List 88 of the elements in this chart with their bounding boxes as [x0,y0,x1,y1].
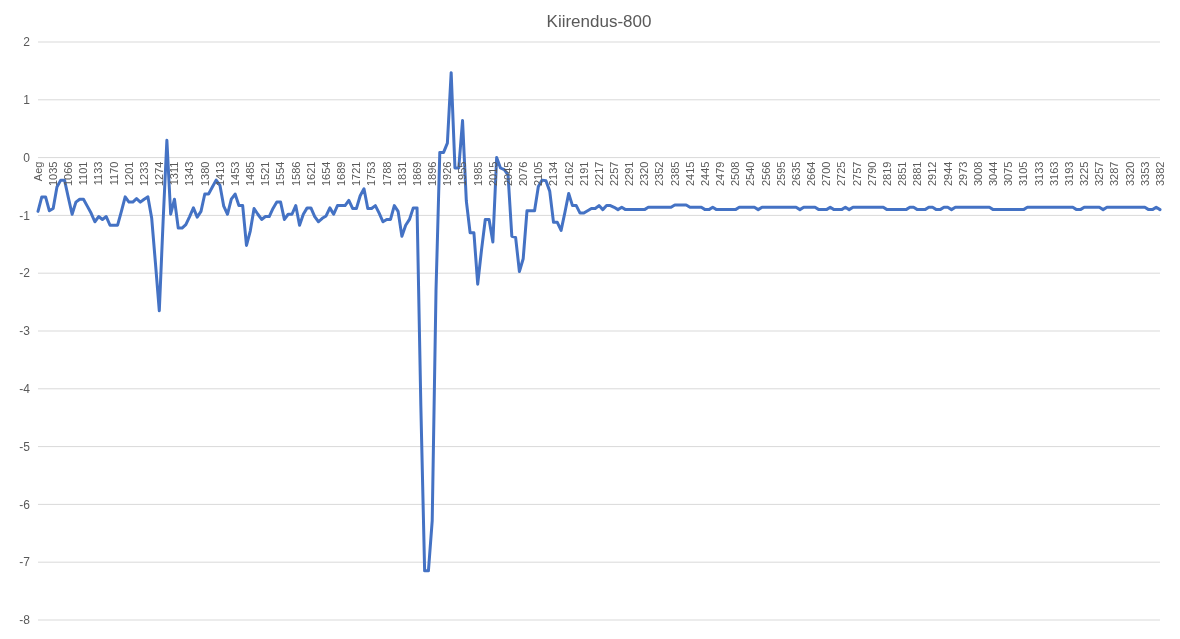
x-tick-label: 3382 [1153,161,1166,187]
x-tick-label: 3225 [1078,161,1091,187]
y-tick-label: 0 [23,150,31,165]
x-tick-label: 2912 [926,161,939,187]
y-tick-label: -1 [19,208,31,223]
x-tick-label: 2944 [941,161,954,187]
x-tick-label: 3075 [1002,161,1015,187]
line-series [36,71,1162,573]
x-tick-label: 2015 [486,161,499,187]
x-tick-label: 1926 [441,161,454,187]
x-tick-label: 2045 [501,161,514,187]
x-tick-label: 2445 [698,161,711,187]
x-tick-label: 1343 [183,161,196,187]
x-tick-label: 1985 [471,161,484,187]
x-tick-label: 1896 [426,161,439,187]
x-tick-label: 2566 [759,161,772,187]
x-tick-label: 2415 [683,161,696,187]
x-tick-label: 2508 [729,161,742,187]
x-tick-label: 2790 [865,161,878,187]
x-tick-label: 1170 [107,161,120,186]
x-tick-label: 2540 [744,161,757,187]
y-tick-label: -7 [19,555,31,570]
y-tick-label: -4 [19,382,31,397]
y-tick-label: -2 [19,266,31,281]
x-tick-label: 2757 [850,161,863,187]
x-tick-label: 1133 [92,161,105,186]
x-tick-label: 2162 [562,161,575,187]
x-tick-label: 2973 [956,161,969,187]
x-tick-label: 1955 [456,161,469,187]
x-tick-label: 2700 [820,161,833,187]
y-tick-label: -6 [19,497,31,512]
x-tick-label: 1621 [304,161,317,187]
x-tick-label: Aeg [31,161,44,182]
x-tick-label: 1788 [380,161,393,187]
x-tick-label: 1413 [213,161,226,187]
x-tick-label: 2635 [789,161,802,187]
y-tick-label: -8 [19,613,31,628]
x-tick-label: 3044 [987,161,1000,187]
x-tick-label: 2595 [774,161,787,187]
x-tick-label: 1066 [62,161,75,187]
x-tick-label: 2725 [835,161,848,187]
x-tick-label: 2191 [577,161,590,187]
x-tick-label: 3353 [1138,161,1151,187]
x-tick-label: 3133 [1032,161,1045,187]
x-tick-label: 2134 [547,161,560,187]
x-tick-label: 1689 [335,161,348,187]
x-tick-label: 1869 [410,161,423,187]
x-tick-label: 2217 [592,161,605,187]
y-tick-label: 1 [23,93,31,108]
x-tick-label: 1201 [122,161,135,187]
x-tick-label: 1233 [137,161,150,187]
x-tick-label: 1101 [77,161,90,186]
x-tick-label: 2076 [517,161,530,187]
x-tick-label: 3320 [1123,161,1136,187]
x-tick-label: 2479 [714,161,727,187]
y-tick-label: 2 [23,35,31,50]
x-tick-label: 1586 [289,161,302,187]
x-tick-label: 3287 [1108,161,1121,187]
x-tick-label: 1654 [319,161,332,187]
x-tick-label: 3008 [971,161,984,187]
x-tick-label: 3105 [1017,161,1030,187]
y-tick-label: -5 [19,439,31,454]
x-tick-label: 1453 [228,161,241,187]
x-tick-label: 1554 [274,161,287,187]
x-tick-label: 1380 [198,161,211,187]
x-tick-label: 2385 [668,161,681,187]
x-tick-label: 2352 [653,161,666,187]
x-tick-label: 1035 [47,161,60,187]
x-tick-label: 3193 [1062,161,1075,187]
x-tick-label: 1721 [350,161,363,187]
x-tick-label: 3257 [1093,161,1106,187]
x-tick-label: 2664 [805,161,818,187]
x-tick-label: 2320 [638,161,651,187]
x-tick-label: 3163 [1047,161,1060,187]
y-tick-label: -3 [19,324,31,339]
x-tick-label: 1274 [153,161,166,187]
x-tick-label: 2105 [532,161,545,187]
x-tick-label: 2291 [623,161,636,187]
x-tick-label: 1311 [168,161,181,186]
x-tick-label: 2819 [880,161,893,187]
x-tick-label: 1753 [365,161,378,187]
x-tick-label: 1521 [259,161,272,187]
x-tick-label: 2257 [608,161,621,187]
x-tick-label: 2881 [911,161,924,187]
x-tick-label: 1831 [395,161,408,187]
x-tick-label: 1485 [244,161,257,187]
x-tick-label: 2851 [896,161,909,187]
chart-title: Kiirendus-800 [545,12,653,32]
